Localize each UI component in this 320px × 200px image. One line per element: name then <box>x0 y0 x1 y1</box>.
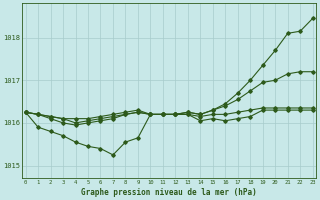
X-axis label: Graphe pression niveau de la mer (hPa): Graphe pression niveau de la mer (hPa) <box>81 188 257 197</box>
